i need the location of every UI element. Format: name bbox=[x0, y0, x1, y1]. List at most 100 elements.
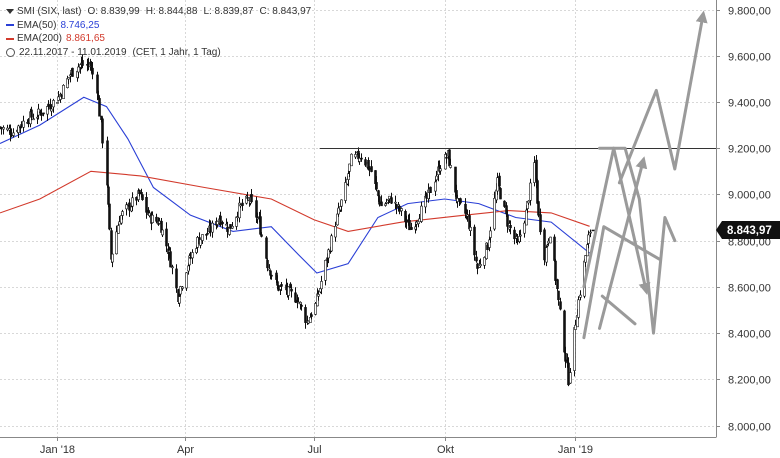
legend-ema50-row[interactable]: EMA(50) 8.746,25 bbox=[6, 19, 311, 33]
candle-body bbox=[529, 182, 532, 201]
ema200-value: 8.861,65 bbox=[66, 33, 105, 44]
candle-body bbox=[22, 120, 25, 128]
scenario-arrow bbox=[600, 294, 637, 326]
ohlc-open: O: 8.839,99 bbox=[87, 6, 140, 17]
candle-body bbox=[98, 98, 101, 117]
candle-body bbox=[135, 197, 138, 201]
candle-body bbox=[563, 310, 566, 353]
candle-body bbox=[354, 154, 357, 158]
candle-body bbox=[189, 256, 192, 259]
y-tick-label: 8.000,00 bbox=[728, 422, 771, 434]
candle-body bbox=[138, 190, 141, 195]
candle-body bbox=[327, 249, 330, 259]
candle-body bbox=[17, 125, 20, 133]
candle-body bbox=[584, 255, 587, 263]
ema50-swatch bbox=[6, 24, 14, 27]
x-tick-label: Jul bbox=[307, 444, 321, 456]
candle-body bbox=[106, 140, 109, 186]
candle-body bbox=[579, 294, 582, 298]
candle-body bbox=[364, 159, 367, 166]
candle-body bbox=[479, 264, 482, 267]
candle-body bbox=[181, 286, 184, 289]
candle-body bbox=[67, 77, 70, 80]
last-price-label: 8.843,97 bbox=[727, 225, 772, 237]
candle-body bbox=[117, 225, 120, 234]
candle-body bbox=[559, 301, 562, 310]
candle-body bbox=[40, 113, 43, 116]
candle-body bbox=[489, 230, 492, 238]
candle-body bbox=[493, 198, 496, 230]
clock-icon bbox=[6, 47, 15, 57]
candle-body bbox=[434, 181, 437, 192]
scenario-arrow bbox=[598, 146, 677, 335]
candle-body bbox=[71, 67, 74, 77]
candle-body bbox=[178, 296, 181, 304]
candle-body bbox=[96, 74, 99, 94]
candle-body bbox=[229, 224, 232, 229]
date-range: 22.11.2017 - 11.01.2019 bbox=[19, 46, 127, 58]
candle-body bbox=[519, 234, 522, 237]
candle-body bbox=[375, 182, 378, 190]
candle-body bbox=[52, 100, 55, 108]
candle-body bbox=[545, 247, 548, 263]
candle-body bbox=[380, 201, 383, 207]
candle-body bbox=[87, 61, 90, 65]
candle-body bbox=[62, 85, 65, 100]
candle-body bbox=[488, 239, 491, 248]
candle-body bbox=[358, 158, 361, 162]
candle-body bbox=[236, 216, 239, 218]
legend-ema200-row[interactable]: EMA(200) 8.861,65 bbox=[6, 32, 311, 46]
candle-body bbox=[131, 197, 134, 207]
candle-body bbox=[140, 192, 143, 195]
candle-body bbox=[503, 200, 506, 207]
candle-body bbox=[201, 234, 204, 241]
candle-body bbox=[408, 220, 411, 231]
candle-body bbox=[370, 166, 373, 172]
candle-body bbox=[255, 200, 258, 218]
scenario-arrows bbox=[582, 10, 708, 340]
candle-body bbox=[239, 204, 242, 207]
candle-body bbox=[30, 109, 33, 118]
candle-body bbox=[483, 257, 486, 266]
candle-body bbox=[390, 197, 393, 204]
x-tick-label: Jan '19 bbox=[558, 444, 593, 456]
legend-instrument-row: SMI (SIX, last) O: 8.839,99 H: 8.844,88 … bbox=[6, 5, 311, 19]
y-tick-label: 9.000,00 bbox=[728, 190, 771, 202]
candle-body bbox=[206, 232, 209, 235]
candle-body bbox=[564, 352, 567, 362]
candle-body bbox=[309, 316, 312, 323]
candle-body bbox=[384, 203, 387, 206]
candle-body bbox=[554, 260, 557, 281]
ema50-label: EMA(50) bbox=[17, 19, 57, 31]
candle-body bbox=[340, 199, 343, 207]
candle-body bbox=[294, 292, 297, 303]
ema50-value: 8.746,25 bbox=[60, 19, 100, 31]
candle-body bbox=[191, 252, 194, 259]
x-tick-label: Okt bbox=[437, 444, 454, 456]
candle-body bbox=[527, 200, 530, 204]
candle-body bbox=[577, 299, 580, 318]
candle-body bbox=[151, 214, 154, 223]
candle-body bbox=[589, 231, 592, 234]
candle-body bbox=[241, 202, 244, 206]
candle-body bbox=[385, 202, 388, 204]
candle-body bbox=[553, 236, 556, 261]
caret-down-icon[interactable] bbox=[6, 9, 14, 15]
candle-body bbox=[221, 222, 224, 225]
candle-body bbox=[549, 236, 552, 244]
candle-body bbox=[469, 227, 472, 232]
candle-body bbox=[523, 222, 526, 234]
candle-body bbox=[77, 66, 80, 73]
candle-body bbox=[330, 235, 333, 252]
candle-body bbox=[50, 108, 53, 112]
candle-body bbox=[360, 157, 363, 160]
candle-body bbox=[219, 215, 222, 226]
candle-body bbox=[158, 220, 161, 224]
candle-body bbox=[435, 175, 438, 181]
candle-body bbox=[107, 186, 110, 205]
ema200-line bbox=[0, 170, 590, 232]
candle-body bbox=[81, 60, 84, 66]
candle-body bbox=[265, 237, 268, 259]
candle-body bbox=[513, 229, 516, 240]
